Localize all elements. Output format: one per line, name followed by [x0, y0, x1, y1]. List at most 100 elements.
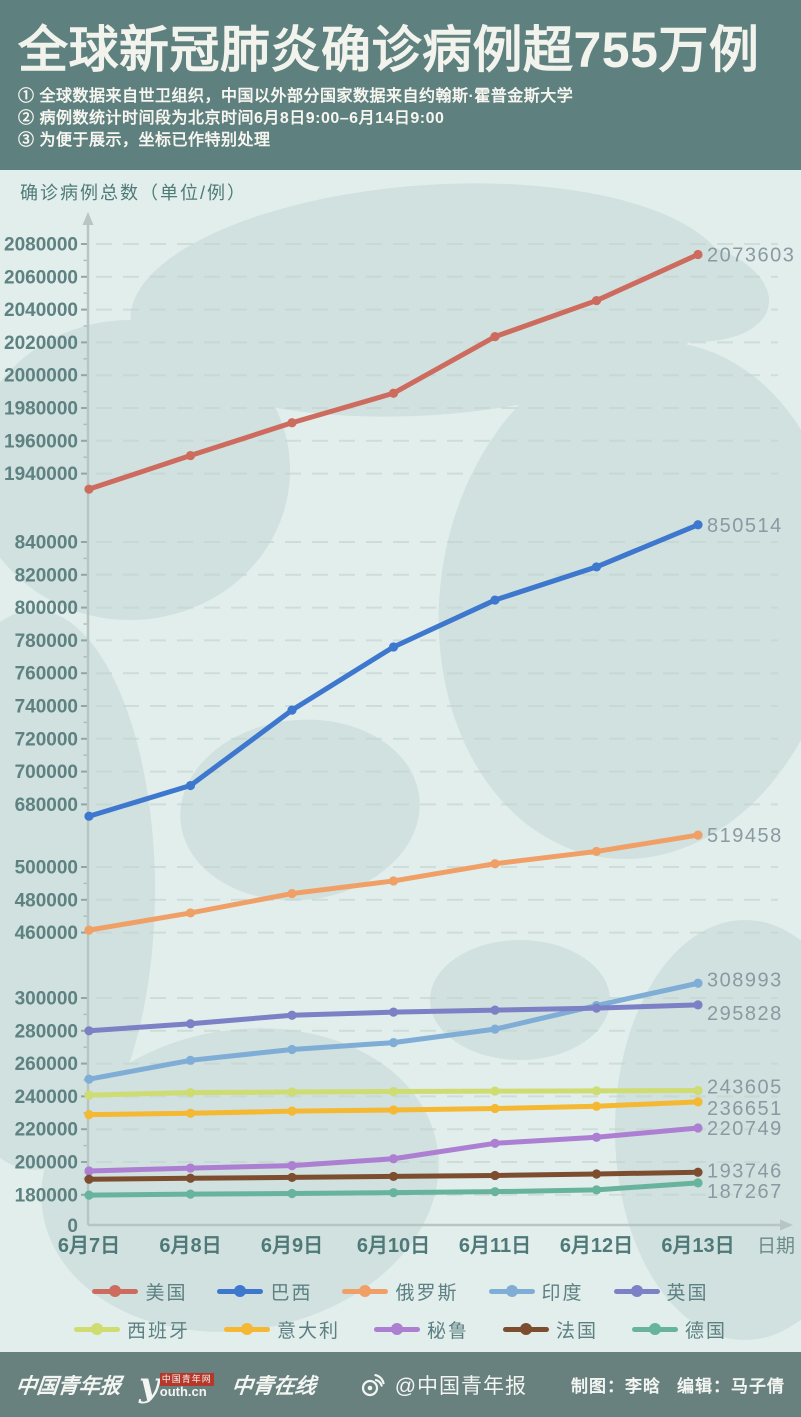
zhongqing-online-logo: 中青在线 [230, 1372, 318, 1398]
note-line-3: ③ 为便于展示，坐标已作特别处理 [18, 131, 271, 149]
data-point [84, 1190, 94, 1200]
chart-legend: 美国 巴西 俄罗斯 印度 英国 西班牙 意大利 秘鲁 法国 德国 [0, 1272, 801, 1348]
data-point [84, 811, 94, 821]
data-point [591, 562, 602, 572]
y-tick-label: 780000 [15, 631, 78, 652]
data-point [693, 1167, 703, 1177]
line-chart: 2080000206000020400002020000200000019800… [0, 183, 801, 1340]
world-map-shape [130, 183, 730, 417]
data-point [693, 1178, 703, 1188]
y-tick-label: 220000 [15, 1120, 78, 1141]
y-tick-label: 840000 [15, 533, 78, 554]
y-tick-label: 280000 [15, 1021, 78, 1042]
y-tick-label: 820000 [15, 565, 78, 586]
series-line-5: 243605 [84, 1076, 781, 1100]
y-tick-label: 1940000 [4, 464, 78, 485]
y-tick-label: 2000000 [4, 366, 78, 387]
x-tick-label: 6月13日 [661, 1235, 734, 1257]
data-point [388, 1038, 399, 1048]
y-tick-label: 2080000 [4, 235, 78, 256]
series-line-4: 295828 [84, 1000, 781, 1036]
legend-marker [632, 1323, 679, 1335]
data-point [693, 249, 703, 260]
data-point [388, 642, 399, 652]
legend-marker [613, 1285, 660, 1297]
page-title: 全球新冠肺炎确诊病例超755万例 [18, 22, 760, 78]
data-point [490, 1024, 500, 1034]
world-map-shape [438, 341, 801, 859]
data-point [591, 1185, 602, 1195]
series-line-9: 187267 [84, 1178, 781, 1203]
series-line-1: 850514 [84, 515, 783, 821]
legend-label: 巴西 [270, 1282, 313, 1304]
data-point [185, 1055, 196, 1065]
world-map-shape [615, 920, 801, 1340]
data-point [388, 1007, 399, 1017]
legend-marker [92, 1285, 139, 1297]
legend-label: 秘鲁 [426, 1320, 469, 1342]
legend-item: 英国 [613, 1278, 709, 1305]
y-tick-label: 300000 [15, 989, 78, 1010]
y-tick-label: 1980000 [4, 399, 78, 420]
data-point [287, 1106, 297, 1116]
data-point [591, 1169, 602, 1179]
data-point [591, 1132, 602, 1142]
y-tick-label: 180000 [15, 1185, 78, 1206]
series-line-6: 236651 [84, 1097, 783, 1120]
legend-item: 秘鲁 [373, 1316, 469, 1343]
data-point [287, 1188, 297, 1199]
x-axis-arrow [780, 1219, 793, 1231]
data-point [490, 1187, 500, 1197]
data-point [490, 1170, 500, 1181]
data-point [693, 1097, 703, 1107]
x-tick-label: 6月7日 [58, 1235, 120, 1257]
data-point [490, 332, 500, 342]
data-point [693, 830, 703, 840]
data-point [84, 1166, 94, 1176]
legend-label: 印度 [541, 1282, 584, 1304]
data-point [693, 520, 703, 530]
series-line-8: 193746 [84, 1160, 783, 1184]
data-point [84, 1174, 94, 1184]
data-point [185, 1163, 196, 1173]
data-point [84, 1110, 94, 1120]
data-point [388, 1188, 399, 1198]
series-value-label: 850514 [707, 515, 783, 537]
data-point [388, 1105, 399, 1115]
world-map-shape [590, 238, 770, 342]
y-tick-label: 260000 [15, 1054, 78, 1075]
legend-marker [488, 1285, 535, 1297]
data-point [388, 876, 399, 886]
data-point [490, 1086, 500, 1096]
data-point [693, 1000, 703, 1010]
credits-artist: 制图：李晗 [570, 1377, 661, 1396]
series-value-label: 236651 [707, 1098, 783, 1120]
data-point [490, 859, 500, 869]
y-tick-label: 680000 [15, 795, 78, 816]
legend-item: 美国 [92, 1278, 187, 1305]
series-value-label: 193746 [707, 1160, 783, 1182]
legend-label: 德国 [685, 1320, 728, 1342]
data-point [591, 846, 602, 857]
legend-label: 西班牙 [126, 1320, 190, 1342]
data-point [185, 1019, 196, 1029]
data-point [388, 388, 399, 398]
legend-item: 意大利 [223, 1316, 340, 1343]
y-tick-label: 1960000 [4, 431, 78, 452]
data-point [591, 1003, 602, 1013]
legend-marker [217, 1285, 264, 1297]
x-tick-label: 6月12日 [560, 1235, 633, 1257]
data-point [591, 1086, 602, 1096]
legend-item: 印度 [488, 1278, 584, 1305]
header-notes: ① 全球数据来自世卫组织，中国以外部分国家数据来自约翰斯·霍普金斯大学 ② 病例… [18, 86, 801, 152]
legend-item: 法国 [503, 1316, 598, 1343]
data-point [185, 780, 196, 791]
y-tick-label: 720000 [15, 729, 78, 750]
data-point [693, 1085, 703, 1096]
x-tick-label: 6月9日 [261, 1235, 323, 1257]
footer-credits: 制图：李晗 编辑：马子倩 [571, 1372, 785, 1397]
series-value-label: 220749 [707, 1118, 783, 1140]
data-point [185, 1108, 196, 1118]
data-point [591, 295, 602, 306]
